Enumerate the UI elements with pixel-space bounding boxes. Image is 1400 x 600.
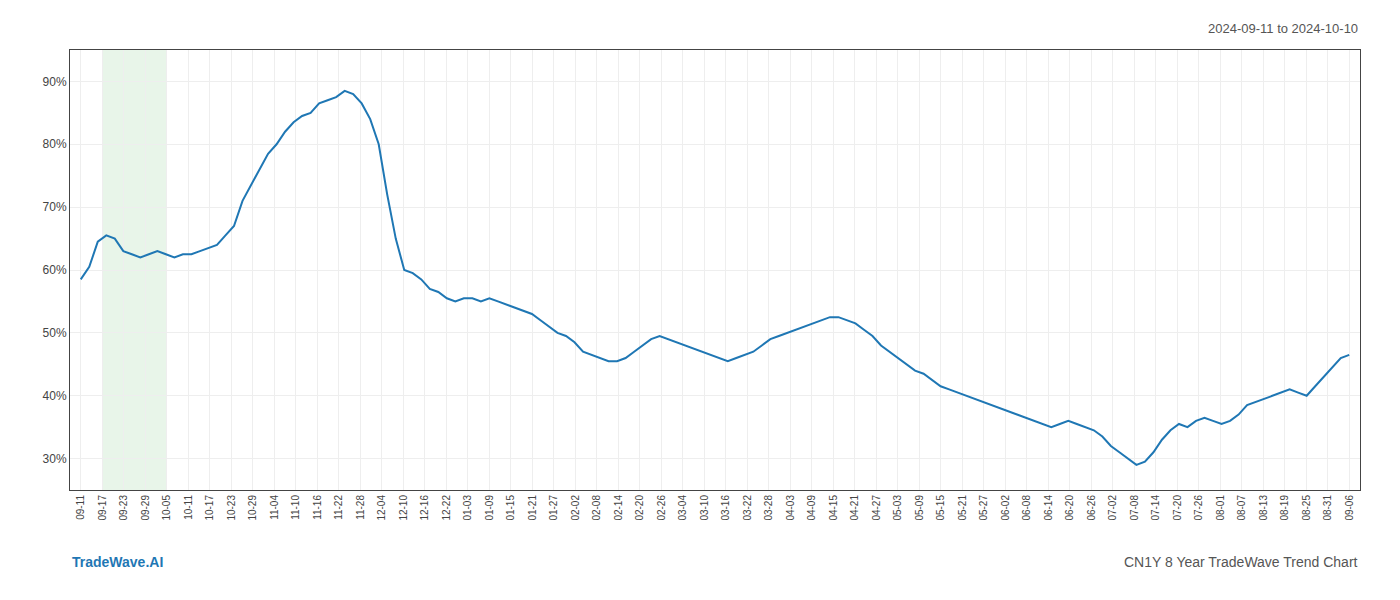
svg-text:03-22: 03-22 [742,495,753,521]
svg-text:11-04: 11-04 [269,495,280,520]
svg-text:02-26: 02-26 [656,495,667,521]
svg-text:10-17: 10-17 [204,495,215,521]
svg-text:09-29: 09-29 [140,495,151,521]
svg-text:05-09: 05-09 [914,495,925,521]
svg-text:70%: 70% [43,200,67,214]
svg-text:12-04: 12-04 [376,495,387,521]
svg-text:05-27: 05-27 [978,495,989,521]
svg-text:01-15: 01-15 [505,495,516,521]
svg-text:02-02: 02-02 [570,495,581,521]
svg-text:90%: 90% [43,75,67,89]
svg-text:03-04: 03-04 [677,495,688,521]
svg-text:08-25: 08-25 [1301,495,1312,521]
svg-text:10-29: 10-29 [247,495,258,521]
svg-text:03-28: 03-28 [763,495,774,521]
svg-text:40%: 40% [43,389,67,403]
svg-text:04-21: 04-21 [849,495,860,521]
svg-text:50%: 50% [43,326,67,340]
svg-text:06-08: 06-08 [1021,495,1032,521]
svg-text:11-22: 11-22 [333,495,344,520]
svg-text:09-17: 09-17 [97,495,108,521]
svg-text:07-08: 07-08 [1129,495,1140,521]
svg-text:09-23: 09-23 [118,495,129,521]
svg-text:03-16: 03-16 [720,495,731,521]
svg-text:TradeWave.AI: TradeWave.AI [72,554,163,570]
svg-text:07-26: 07-26 [1193,495,1204,521]
svg-text:12-22: 12-22 [441,495,452,521]
svg-text:10-11: 10-11 [183,495,194,520]
svg-text:03-10: 03-10 [699,495,710,521]
svg-text:06-26: 06-26 [1086,495,1097,521]
svg-text:06-14: 06-14 [1043,495,1054,521]
svg-text:07-20: 07-20 [1172,495,1183,521]
svg-text:10-05: 10-05 [161,495,172,521]
svg-text:11-28: 11-28 [355,495,366,520]
svg-text:11-16: 11-16 [312,495,323,520]
svg-text:01-21: 01-21 [527,495,538,521]
svg-text:06-20: 06-20 [1064,495,1075,521]
svg-text:07-02: 07-02 [1107,495,1118,521]
svg-text:01-03: 01-03 [462,495,473,521]
svg-text:08-07: 08-07 [1236,495,1247,521]
svg-text:11-10: 11-10 [290,495,301,520]
svg-text:2024-09-11 to 2024-10-10: 2024-09-11 to 2024-10-10 [1208,21,1358,36]
svg-text:04-27: 04-27 [871,495,882,521]
svg-text:CN1Y 8 Year TradeWave Trend Ch: CN1Y 8 Year TradeWave Trend Chart [1124,554,1358,570]
svg-text:09-06: 09-06 [1344,495,1355,521]
svg-text:60%: 60% [43,263,67,277]
svg-text:12-10: 12-10 [398,495,409,521]
svg-text:08-13: 08-13 [1258,495,1269,521]
svg-text:02-08: 02-08 [591,495,602,521]
svg-text:05-15: 05-15 [935,495,946,521]
svg-text:06-02: 06-02 [1000,495,1011,521]
svg-text:04-03: 04-03 [785,495,796,521]
svg-text:01-09: 01-09 [484,495,495,521]
svg-text:12-16: 12-16 [419,495,430,521]
svg-text:30%: 30% [43,452,67,466]
svg-text:04-15: 04-15 [828,495,839,521]
svg-text:08-19: 08-19 [1279,495,1290,521]
svg-text:10-23: 10-23 [226,495,237,521]
svg-text:04-09: 04-09 [806,495,817,521]
svg-text:09-11: 09-11 [75,495,86,520]
svg-text:05-21: 05-21 [957,495,968,521]
svg-text:80%: 80% [43,137,67,151]
svg-text:08-01: 08-01 [1215,495,1226,521]
svg-text:01-27: 01-27 [548,495,559,521]
svg-text:05-03: 05-03 [892,495,903,521]
svg-text:07-14: 07-14 [1150,495,1161,521]
svg-text:02-20: 02-20 [634,495,645,521]
svg-text:02-14: 02-14 [613,495,624,521]
svg-text:08-31: 08-31 [1322,495,1333,521]
